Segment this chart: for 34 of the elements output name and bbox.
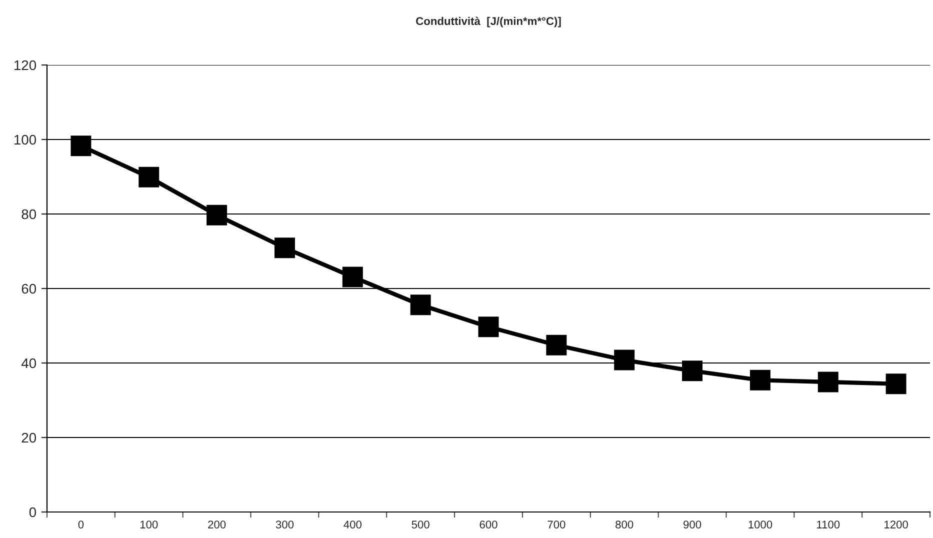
x-tick-label: 400 — [344, 520, 362, 528]
point — [138, 166, 160, 188]
point — [546, 334, 567, 356]
x-tick-label: 300 — [276, 520, 294, 528]
x-tick-label: 1000 — [748, 520, 772, 528]
x-tick-label: 900 — [684, 520, 702, 528]
y-tick-label: 40 — [21, 358, 36, 368]
y-tick-label: 80 — [22, 209, 36, 220]
point — [206, 204, 228, 226]
point — [410, 294, 431, 316]
x-tick-label: 600 — [480, 520, 498, 528]
point — [274, 238, 295, 258]
y-tick-label: 120 — [14, 60, 36, 70]
x-tick-label: 500 — [412, 520, 430, 528]
y-tick-label: 100 — [14, 134, 36, 145]
y-tick-label: 20 — [22, 432, 36, 443]
x-tick-label: 1100 — [817, 520, 840, 528]
y-tick-label: 0 — [29, 507, 36, 518]
point — [478, 316, 499, 338]
x-tick-label: 200 — [208, 520, 226, 528]
x-tick-label: 1200 — [884, 520, 908, 528]
point — [614, 350, 635, 370]
point — [818, 372, 838, 392]
point — [70, 136, 92, 156]
point — [750, 370, 770, 390]
chart-title: Conduttività [J/(min*m*°C)] — [416, 16, 561, 28]
point — [342, 266, 363, 288]
x-tick-label: 100 — [140, 520, 158, 528]
y-tick-label: 60 — [22, 284, 36, 294]
point — [886, 374, 906, 394]
x-tick-label: 700 — [548, 520, 566, 528]
x-tick-label: 0 — [78, 520, 84, 528]
point — [682, 360, 703, 382]
x-tick-label: 800 — [616, 520, 634, 528]
